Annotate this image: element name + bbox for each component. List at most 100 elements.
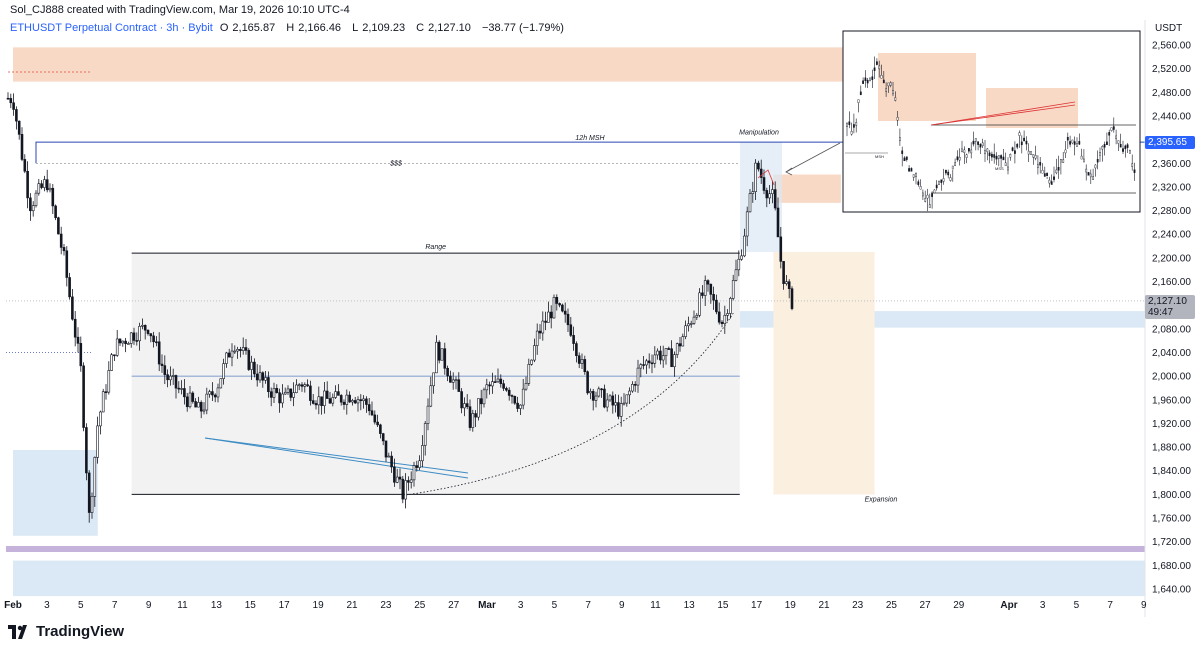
candle-body xyxy=(345,394,349,405)
x-tick-label: 23 xyxy=(852,600,864,611)
inset-candle-body xyxy=(880,75,883,79)
candle-body xyxy=(306,384,309,387)
candle-body xyxy=(127,343,130,345)
candle-body xyxy=(373,414,377,423)
y-tick-label: 1,920.00 xyxy=(1152,419,1191,430)
inset-candle-body xyxy=(1133,169,1136,173)
ohlc-close: C 2,127.10 xyxy=(416,22,475,34)
x-tick-label: 3 xyxy=(518,600,524,611)
candle-body xyxy=(191,392,195,402)
inset-candle-body xyxy=(949,177,952,181)
inset-candle-body xyxy=(965,154,968,158)
tradingview-logo[interactable]: TradingView xyxy=(8,623,124,640)
inset-candle-body xyxy=(1069,141,1072,145)
candle-body xyxy=(219,378,223,389)
candle-body xyxy=(183,388,186,398)
inset-candle-body xyxy=(899,137,901,141)
inset-candle-body xyxy=(972,140,975,145)
symbol-title[interactable]: ETHUSDT Perpetual Contract · 3h · Bybit xyxy=(10,22,213,34)
candle-body xyxy=(530,359,533,365)
candle-body xyxy=(575,343,578,357)
trendline-upper xyxy=(204,437,469,474)
inset-candle-body xyxy=(993,154,996,158)
candle-body xyxy=(429,385,433,407)
y-tick-label: 2,200.00 xyxy=(1152,253,1191,264)
inset-candle-body xyxy=(1027,150,1030,155)
inset-candle-body xyxy=(915,173,917,177)
candle-body xyxy=(681,336,685,347)
inset-candle-body xyxy=(947,171,950,176)
x-tick-label: 11 xyxy=(650,600,661,611)
inset-candle-body xyxy=(1002,156,1005,161)
inset-candle-body xyxy=(1076,143,1078,147)
candle-body xyxy=(471,413,475,428)
candle-body xyxy=(239,349,242,351)
y-tick-label: 2,520.00 xyxy=(1152,64,1191,75)
inset-candle-body xyxy=(926,194,929,199)
candle-body xyxy=(726,313,729,316)
candle-body xyxy=(96,425,99,458)
inset-candle-body xyxy=(853,124,855,128)
candle-body xyxy=(143,324,147,331)
inset-candle-body xyxy=(1050,181,1053,185)
candle-body xyxy=(754,162,757,192)
x-tick-label: 29 xyxy=(953,600,965,611)
candle-body xyxy=(121,340,125,344)
candle-body xyxy=(309,385,312,401)
candle-body xyxy=(572,335,575,344)
candle-body xyxy=(359,399,363,402)
candle-body xyxy=(236,349,239,352)
inset-candle-body xyxy=(855,122,858,126)
inset-candle-body xyxy=(935,184,938,189)
candle-body xyxy=(129,332,133,344)
y-tick-label: 1,680.00 xyxy=(1152,561,1191,572)
inset-candle-body xyxy=(876,61,878,65)
inset-candle-body xyxy=(1078,141,1081,145)
inset-candle-body xyxy=(1108,132,1111,136)
inset-order-block xyxy=(986,88,1078,128)
candle-body xyxy=(9,98,13,104)
x-tick-label: 3 xyxy=(1040,600,1046,611)
y-tick-label: 1,800.00 xyxy=(1152,490,1191,501)
candle-body xyxy=(625,394,629,404)
inset-candle-body xyxy=(1099,152,1101,156)
candle-body xyxy=(216,387,220,398)
candle-body xyxy=(589,391,592,394)
ohlc-high: H 2,166.46 xyxy=(286,22,345,34)
candle-body xyxy=(521,388,525,406)
inset-candle-body xyxy=(1062,159,1065,163)
x-tick-label: 21 xyxy=(346,600,358,611)
candle-body xyxy=(390,455,393,468)
candle-body xyxy=(687,323,690,327)
y-axis-currency: USDT xyxy=(1155,23,1182,34)
candle-body xyxy=(507,389,511,396)
candle-body xyxy=(205,393,209,411)
inset-candle-body xyxy=(885,88,888,92)
candle-body xyxy=(300,384,304,387)
inset-candle-body xyxy=(988,152,991,157)
inset-candle-body xyxy=(938,181,940,185)
inset-candle-body xyxy=(1014,150,1016,154)
candle-body xyxy=(443,348,447,369)
candle-body xyxy=(54,205,57,219)
candle-body xyxy=(622,402,626,405)
candle-body xyxy=(418,460,421,468)
inset-candle-body xyxy=(1039,162,1042,166)
candle-body xyxy=(583,359,587,373)
inset-candle-body xyxy=(924,198,927,202)
inset-candle-body xyxy=(1080,155,1083,160)
candle-body xyxy=(395,476,399,483)
range-label: Range xyxy=(425,244,446,251)
candle-body xyxy=(468,406,472,428)
candle-body xyxy=(437,341,441,361)
candle-body xyxy=(233,350,237,353)
candle-body xyxy=(717,311,721,323)
candle-body xyxy=(76,336,80,344)
inset-candle-body xyxy=(866,79,869,84)
inset-candle-body xyxy=(894,97,897,101)
y-tick-label: 2,160.00 xyxy=(1152,277,1191,288)
candle-body xyxy=(762,177,766,191)
inset-candle-body xyxy=(1030,151,1032,155)
candle-body xyxy=(85,427,88,474)
